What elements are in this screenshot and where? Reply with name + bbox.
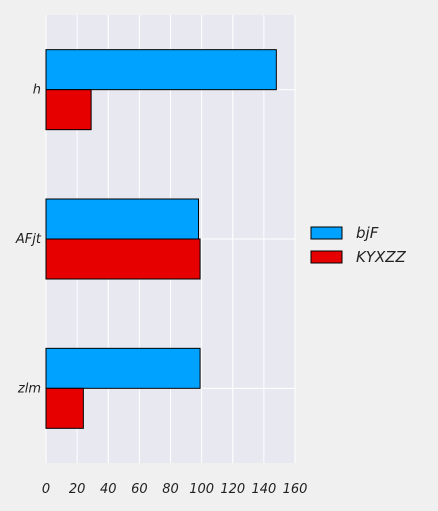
x-tick-label: 40 — [100, 482, 117, 497]
x-tick-label: 60 — [131, 482, 148, 497]
bars — [45, 49, 277, 429]
bar-KYXZZ-AFjt — [45, 238, 201, 280]
x-axis-ticks: 0 20 40 60 80 100 120 140 160 — [42, 482, 308, 497]
x-tick-label: 160 — [283, 482, 308, 497]
legend-swatch — [310, 226, 343, 240]
bar-KYXZZ-zlm — [45, 387, 84, 429]
x-tick-label: 20 — [69, 482, 86, 497]
legend: bjF KYXZZ — [310, 224, 407, 266]
bar-bjF-h — [45, 49, 277, 91]
category-label: zlm — [17, 381, 41, 396]
bar-bjF-zlm — [45, 347, 201, 389]
bar-bjF-AFjt — [45, 198, 200, 240]
x-tick-label: 120 — [220, 482, 245, 497]
legend-swatch — [310, 250, 343, 264]
x-tick-label: 100 — [189, 482, 214, 497]
legend-label: bjF — [356, 224, 379, 242]
legend-label: KYXZZ — [356, 248, 407, 266]
x-tick-label: 140 — [251, 482, 276, 497]
category-label: AFjt — [15, 232, 42, 247]
category-label: h — [33, 83, 41, 98]
x-tick-label: 0 — [42, 482, 50, 497]
bar-KYXZZ-h — [45, 89, 92, 131]
x-tick-label: 80 — [162, 482, 179, 497]
y-axis-labels: h AFjt zlm — [15, 83, 42, 397]
